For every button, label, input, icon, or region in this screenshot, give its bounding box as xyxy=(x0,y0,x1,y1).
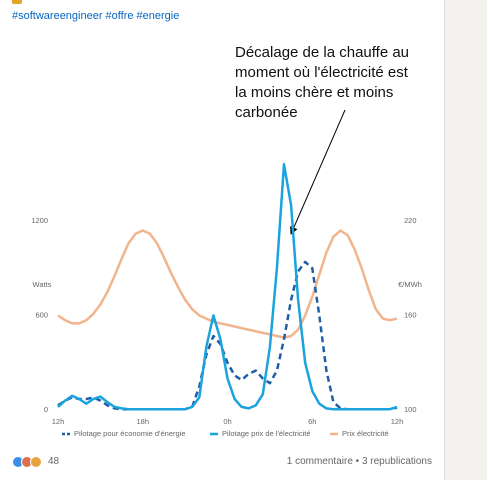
x-tick-label: 0h xyxy=(223,417,231,426)
legend-label: Pilotage pour économie d'énergie xyxy=(74,429,186,438)
annotation-text: Décalage de la chauffe au xyxy=(235,44,409,61)
annotation-arrow xyxy=(290,109,346,235)
chart: Watts €/MWh Décalage de la chauffe au mom… xyxy=(31,44,422,438)
post-card: #softwareengineer #offre #energie Watts … xyxy=(0,0,445,480)
x-tick-label: 6h xyxy=(308,417,316,426)
legend-label: Pilotage prix de l'électricité xyxy=(222,429,311,438)
y2-tick-label: 100 xyxy=(404,405,417,414)
y-axis-label: Watts xyxy=(33,280,52,289)
y2-tick-label: 160 xyxy=(404,310,417,319)
x-tick-label: 18h xyxy=(136,417,149,426)
x-tick-label: 12h xyxy=(52,417,65,426)
x-tick-label: 12h xyxy=(391,417,404,426)
footer: 48 1 commentaire • 3 republications xyxy=(12,456,432,468)
icon xyxy=(12,0,22,4)
y-tick-label: 0 xyxy=(44,405,48,414)
annotation-text: moment où l'électricité est xyxy=(235,64,409,81)
annotation-text: la moins chère et moins xyxy=(235,84,393,101)
series-line xyxy=(57,260,398,411)
series-line xyxy=(57,229,398,339)
comments[interactable]: 1 commentaire xyxy=(286,456,353,467)
series-line xyxy=(57,163,398,411)
hashtags[interactable]: #softwareengineer #offre #energie xyxy=(12,10,180,22)
y-tick-label: 1200 xyxy=(31,216,48,225)
reaction-count[interactable]: 48 xyxy=(48,456,60,467)
reaction-icons[interactable] xyxy=(12,456,42,468)
reposts[interactable]: 3 republications xyxy=(361,456,432,467)
y2-tick-label: 220 xyxy=(404,216,417,225)
y-tick-label: 600 xyxy=(35,310,48,319)
post-stats: 1 commentaire • 3 republications xyxy=(286,456,432,467)
annotation-text: carbonée xyxy=(235,104,298,121)
legend-label: Prix électricité xyxy=(342,429,389,438)
y2-axis-label: €/MWh xyxy=(398,280,422,289)
